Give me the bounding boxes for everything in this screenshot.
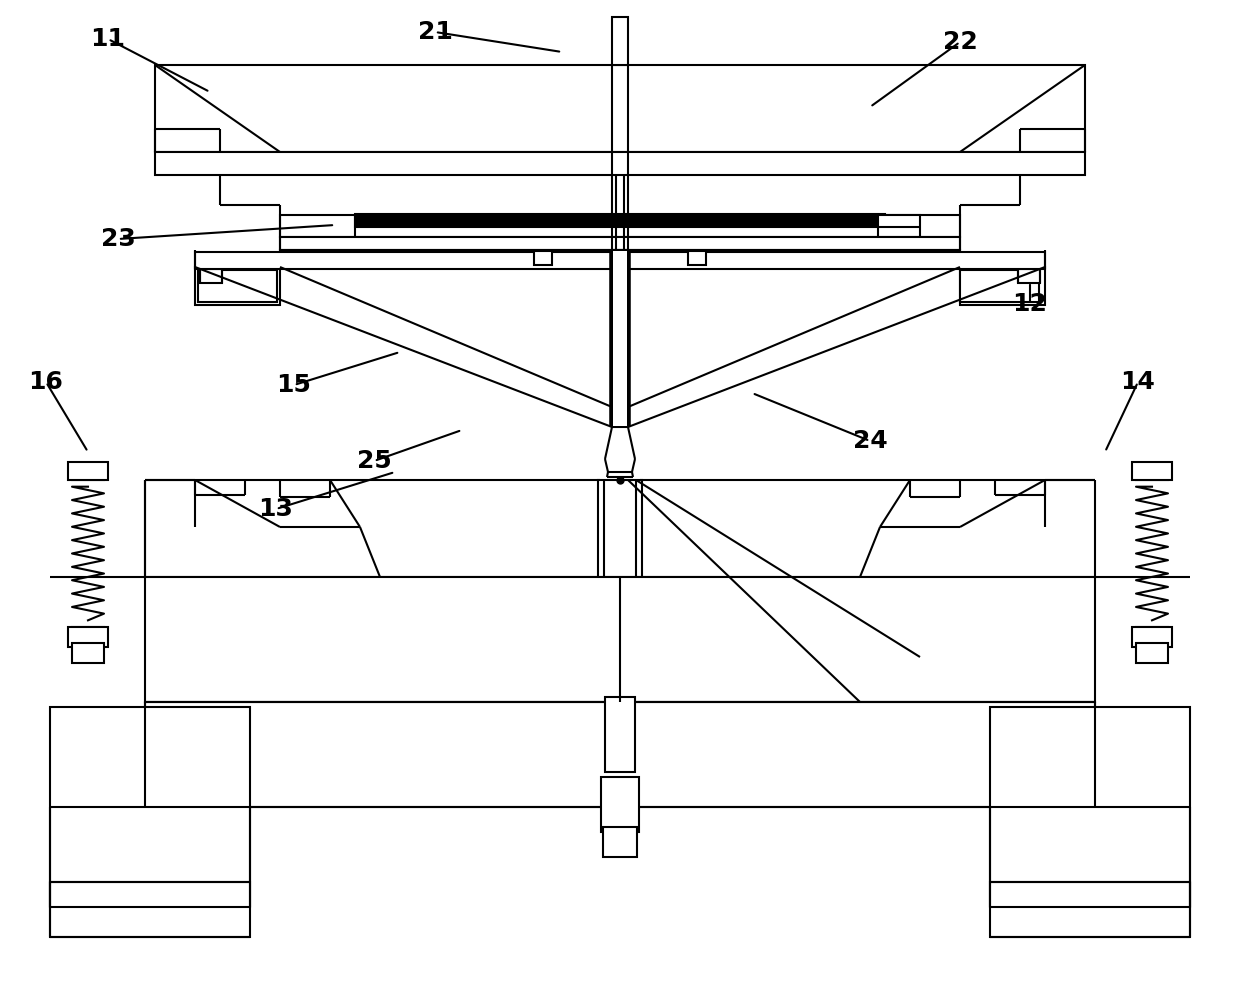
Bar [878, 215, 920, 237]
Bar [195, 252, 1045, 269]
Bar [601, 777, 639, 832]
Text: 25: 25 [357, 449, 392, 473]
Bar [155, 152, 1085, 175]
Bar [613, 17, 627, 65]
Bar [598, 480, 642, 577]
Bar [613, 250, 627, 427]
Bar [613, 251, 627, 426]
Bar [534, 251, 552, 265]
Bar [355, 215, 885, 227]
Text: 11: 11 [91, 27, 125, 51]
Bar [68, 627, 108, 648]
Text: 16: 16 [29, 370, 63, 394]
Bar [280, 250, 960, 267]
Text: 23: 23 [100, 227, 135, 251]
Bar [145, 577, 1095, 702]
Bar [72, 643, 104, 663]
Bar [50, 707, 250, 907]
Bar [68, 462, 108, 480]
Bar [688, 251, 706, 265]
Bar [280, 215, 960, 237]
Bar [355, 214, 885, 238]
Bar [990, 882, 1190, 937]
Bar [990, 707, 1190, 907]
Text: 14: 14 [1121, 370, 1156, 394]
Bar [960, 267, 1045, 305]
Bar [200, 269, 222, 283]
Text: 21: 21 [418, 20, 453, 44]
Text: 22: 22 [942, 30, 977, 54]
Text: 12: 12 [1013, 292, 1048, 316]
Text: 13: 13 [259, 497, 294, 521]
Bar [603, 827, 637, 857]
Bar [1136, 643, 1168, 663]
Bar [155, 65, 1085, 152]
Bar [50, 882, 250, 937]
Bar [605, 697, 635, 772]
Bar [1132, 462, 1172, 480]
Bar [195, 267, 280, 305]
Bar [145, 702, 1095, 807]
Text: 24: 24 [853, 429, 888, 453]
Bar [280, 237, 960, 250]
Bar [1132, 627, 1172, 648]
Bar [198, 270, 277, 302]
Bar [960, 270, 1039, 302]
Text: 15: 15 [277, 373, 311, 397]
Bar [1018, 269, 1040, 283]
